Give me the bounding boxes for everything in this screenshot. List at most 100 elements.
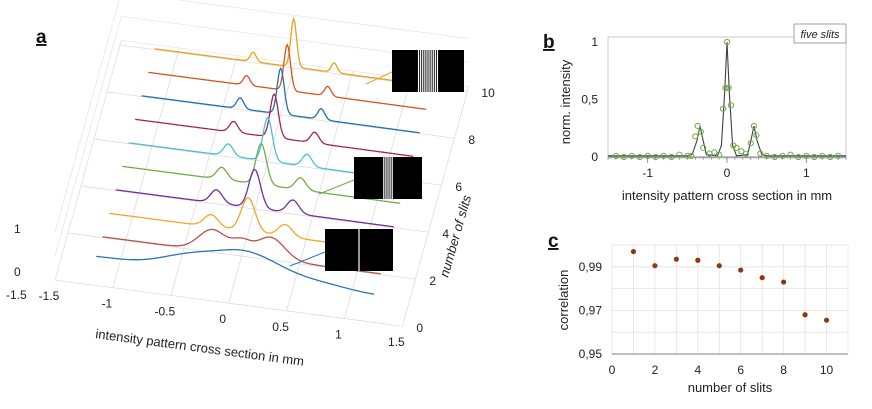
- z-tick-label: 1: [14, 222, 21, 236]
- legend-label: five slits: [800, 29, 840, 41]
- measurement-point: [795, 153, 802, 161]
- data-point: [823, 317, 830, 323]
- series-curve-7-slits: [135, 93, 414, 157]
- measurement-point: [733, 144, 740, 151]
- mask-slit: [424, 50, 426, 92]
- y-tick-label: 0,99: [579, 260, 603, 274]
- measurement-point: [719, 105, 727, 112]
- series-curve-5-slits: [122, 142, 401, 204]
- x-tick-label: 1.5: [388, 335, 405, 349]
- data-point: [716, 263, 722, 269]
- measurement-point: [652, 153, 659, 161]
- side-wall-gridline: [54, 0, 120, 233]
- y-tick-label: 0,5: [581, 93, 598, 107]
- measurement-point: [711, 149, 718, 156]
- measurement-point: [692, 133, 699, 140]
- mask-slit: [385, 157, 387, 199]
- data-point: [630, 248, 637, 255]
- y-tick-label: 0: [591, 150, 598, 164]
- mask-slit: [430, 50, 432, 92]
- mask-slit: [426, 50, 428, 92]
- ten-slit-mask: [392, 50, 464, 92]
- x-tick-label: 1: [335, 328, 342, 342]
- mask-slit: [387, 157, 389, 199]
- floor-gridline-depth: [54, 279, 403, 327]
- measurement-point: [722, 84, 729, 92]
- mask-slit: [391, 157, 393, 199]
- depth-tick-label: 8: [468, 133, 475, 147]
- measurement-point: [803, 152, 810, 159]
- x-axis-title: intensity pattern cross section in mm: [622, 188, 832, 203]
- x-axis-title: number of slits: [688, 380, 773, 395]
- mask-slit: [428, 50, 430, 92]
- floor-gridline-depth: [67, 232, 416, 280]
- measurement-point: [725, 84, 732, 92]
- x-tick-label: 0.5: [272, 320, 289, 334]
- mask-slit: [436, 50, 439, 92]
- measurement-point: [811, 153, 818, 161]
- panel-c-plot: 0 2 4 6 8 10 0,95 0,97 0,99 number of slits correl…: [556, 244, 849, 395]
- x-tick-label: -0.5: [154, 304, 175, 318]
- x-tick-label: -1: [102, 297, 113, 311]
- z-tick-label: 0: [14, 265, 21, 279]
- measurement-point: [644, 152, 651, 159]
- series-curve-4-slits: [115, 168, 394, 228]
- mask-slit: [432, 50, 434, 92]
- x-tick-label: 6: [737, 363, 744, 377]
- x-tick-label: 4: [694, 363, 701, 377]
- data-point: [673, 256, 679, 262]
- measurement-point: [727, 102, 735, 109]
- measurement-point: [747, 140, 754, 147]
- x-tick-label: 0: [724, 166, 731, 180]
- mask-slit: [422, 50, 424, 92]
- measurement-point: [757, 150, 764, 157]
- mask-background: [392, 50, 464, 92]
- measurement-point: [738, 148, 745, 155]
- inset-connector: [365, 71, 393, 85]
- x-tick-label: 0: [219, 312, 226, 326]
- mask-slit: [389, 157, 391, 199]
- depth-tick-label: 4: [442, 227, 449, 241]
- panel-a-3d-plot: -1.5-1-0.500.511.5024681001-1.5intensity…: [6, 0, 495, 369]
- panel-letter-a: a: [36, 27, 47, 48]
- x-tick-label: 8: [780, 363, 787, 377]
- inset-connector: [289, 251, 326, 267]
- x-tick-label: 2: [652, 363, 659, 377]
- floor-gridline-x: [402, 86, 470, 327]
- back-wall-gridline: [176, 0, 469, 39]
- measurement-point: [750, 122, 758, 130]
- measurement-point: [763, 152, 770, 159]
- series-curve-8-slits: [141, 66, 420, 134]
- measurement-point: [779, 152, 786, 159]
- series-curve-10-slits: [154, 16, 433, 87]
- y-axis-title: correlation: [556, 270, 571, 331]
- measurement-point: [834, 152, 842, 159]
- y-tick-label: 0,95: [579, 347, 603, 361]
- measurement-point: [700, 144, 707, 151]
- mask-slit: [417, 50, 420, 92]
- measurement-point: [612, 152, 620, 159]
- x-tick-label-left: -1.5: [6, 288, 27, 302]
- measurement-point: [697, 128, 704, 135]
- measurement-point: [660, 152, 667, 159]
- single-slit-mask: [325, 229, 393, 271]
- y-tick-label: 0,97: [579, 303, 603, 317]
- inset-connector: [318, 179, 355, 195]
- mask-slit: [434, 50, 436, 92]
- measurement-point: [628, 152, 635, 159]
- y-axis-title: norm. intensity: [558, 59, 573, 144]
- data-point: [802, 312, 808, 318]
- floor-gridline-depth: [106, 91, 455, 139]
- side-wall-gridline: [54, 16, 122, 257]
- panel-letter-b: b: [543, 32, 555, 53]
- measurement-point: [771, 153, 778, 161]
- floor-gridline-x: [170, 55, 238, 296]
- data-point: [759, 275, 765, 281]
- measurement-point: [787, 151, 794, 158]
- floor-gridline-x: [286, 71, 354, 311]
- measurement-point: [688, 152, 695, 159]
- panel-b-plot: -1 0 1 0 0,5 1 five slits intensity pattern cro…: [558, 23, 847, 203]
- x-tick-label: 0: [609, 363, 616, 377]
- measurement-point: [676, 151, 683, 158]
